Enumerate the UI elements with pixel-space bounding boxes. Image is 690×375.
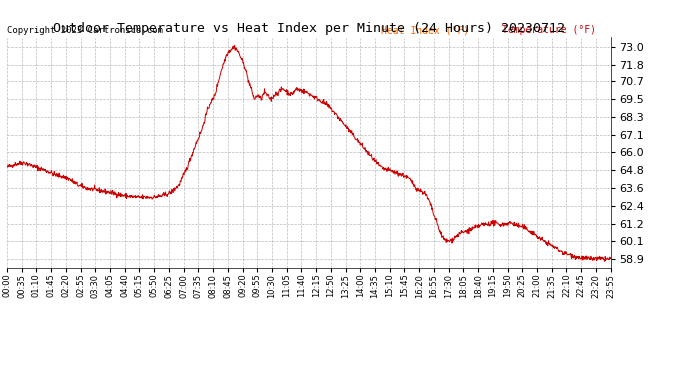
Text: Temperature (°F): Temperature (°F) <box>502 25 596 35</box>
Title: Outdoor Temperature vs Heat Index per Minute (24 Hours) 20230712: Outdoor Temperature vs Heat Index per Mi… <box>52 22 565 35</box>
Text: Copyright 2023 Cartronics.com: Copyright 2023 Cartronics.com <box>7 26 163 35</box>
Text: Heat Index (°F): Heat Index (°F) <box>381 25 469 35</box>
